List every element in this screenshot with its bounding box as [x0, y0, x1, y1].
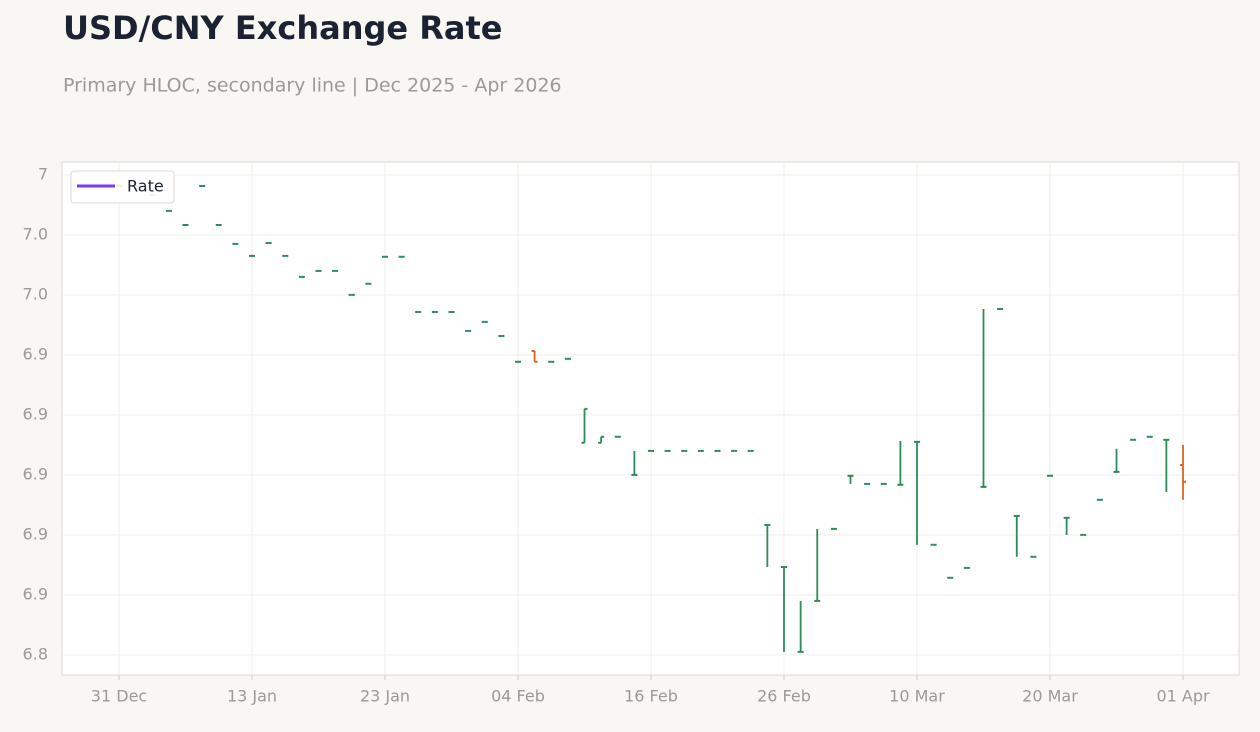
x-tick-label: 13 Jan — [227, 687, 277, 706]
y-tick-label: 6.9 — [23, 344, 48, 363]
x-tick-label: 04 Feb — [491, 687, 545, 706]
y-tick-label: 7.0 — [23, 284, 48, 303]
x-tick-label: 01 Apr — [1156, 687, 1210, 706]
y-tick-label: 6.9 — [23, 464, 48, 483]
y-tick-label: 7 — [38, 164, 48, 183]
legend-box — [70, 170, 175, 204]
y-tick-label: 6.9 — [23, 584, 48, 603]
x-tick-label: 20 Mar — [1022, 687, 1078, 706]
x-tick-label: 26 Feb — [757, 687, 811, 706]
chart-title: USD/CNY Exchange Rate — [63, 9, 502, 47]
x-tick-label: 23 Jan — [360, 687, 410, 706]
grid — [62, 162, 1239, 680]
x-tick-label: 16 Feb — [624, 687, 678, 706]
y-tick-label: 7.0 — [23, 224, 48, 243]
x-tick-label: 10 Mar — [889, 687, 945, 706]
y-tick-label: 6.9 — [23, 524, 48, 543]
x-tick-label: 31 Dec — [91, 687, 147, 706]
legend: Rate — [70, 170, 175, 204]
marks — [116, 185, 1186, 653]
chart-subtitle: Primary HLOC, secondary line | Dec 2025 … — [63, 75, 562, 97]
y-tick-label: 6.9 — [23, 404, 48, 423]
y-tick-label: 6.8 — [23, 644, 48, 663]
legend-label: Rate — [127, 177, 164, 196]
